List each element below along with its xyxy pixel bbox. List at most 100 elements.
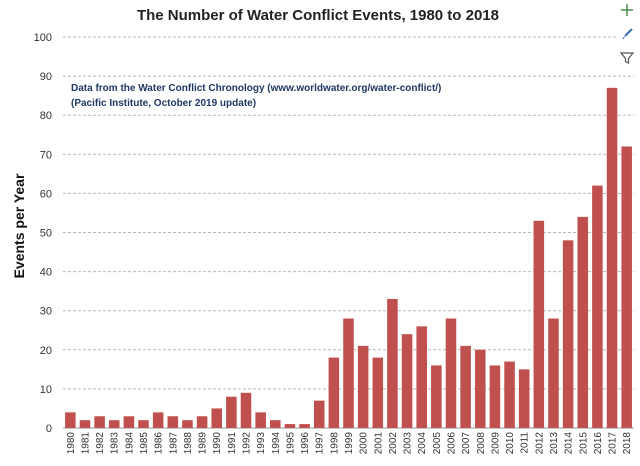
x-tick-label: 2016 — [593, 432, 604, 455]
gridlines — [63, 36, 634, 429]
x-axis-ticks: 1980 1981 1982 1983 1984 1985 1986 1987 1988 1989… — [66, 432, 633, 455]
x-tick-label: 1991 — [227, 432, 238, 455]
bar-1983[interactable] — [108, 420, 120, 428]
y-tick-label: 100 — [34, 32, 52, 44]
bar-1999[interactable] — [343, 318, 354, 428]
bar-1995[interactable] — [284, 424, 296, 428]
bar-2002[interactable] — [387, 298, 398, 428]
chart-title: The Number of Water Conflict Events, 198… — [137, 7, 499, 24]
bar-2014[interactable] — [562, 240, 574, 428]
y-axis-ticks: 0 10 20 30 40 50 60 70 80 90 100 — [34, 32, 52, 435]
x-tick-label: 2015 — [578, 432, 589, 455]
bar-1993[interactable] — [255, 412, 266, 428]
annotation-line-1: Data from the Water Conflict Chronology … — [71, 83, 441, 94]
y-tick-label: 30 — [40, 306, 52, 318]
y-tick-label: 10 — [40, 384, 52, 396]
bar-1998[interactable] — [328, 357, 340, 428]
x-tick-label: 2006 — [446, 432, 457, 455]
bar-2013[interactable] — [548, 318, 559, 428]
x-tick-label: 2007 — [461, 432, 472, 455]
x-tick-label: 2008 — [476, 432, 487, 455]
chart-filters-button[interactable] — [616, 48, 638, 68]
x-tick-label: 2013 — [549, 432, 560, 455]
bar-1991[interactable] — [226, 396, 237, 428]
bar-2007[interactable] — [460, 345, 471, 428]
x-tick-label: 1993 — [256, 432, 267, 455]
x-tick-label: 1990 — [212, 432, 223, 455]
bar-2008[interactable] — [474, 349, 486, 428]
bar-1987[interactable] — [167, 416, 179, 428]
bar-1984[interactable] — [123, 416, 135, 428]
x-tick-label: 1985 — [139, 432, 150, 455]
chart-styles-button[interactable] — [616, 24, 638, 44]
bar-1985[interactable] — [138, 420, 149, 428]
y-tick-label: 60 — [40, 188, 52, 200]
x-tick-label: 1986 — [154, 432, 165, 455]
x-tick-label: 1981 — [80, 432, 91, 455]
bar-1994[interactable] — [270, 420, 281, 428]
x-tick-label: 2000 — [359, 432, 370, 455]
add-element-icon — [621, 4, 633, 16]
x-tick-label: 2009 — [490, 432, 501, 455]
bar-1981[interactable] — [79, 420, 91, 428]
x-tick-label: 2001 — [373, 432, 384, 455]
bar-1988[interactable] — [182, 420, 193, 428]
bar-1989[interactable] — [196, 416, 208, 428]
x-tick-label: 2004 — [417, 432, 428, 455]
bar-2004[interactable] — [416, 326, 427, 428]
chart-elements-button[interactable] — [616, 0, 638, 20]
x-tick-label: 2012 — [534, 432, 545, 455]
bar-2001[interactable] — [372, 357, 384, 428]
x-tick-label: 1998 — [329, 432, 340, 455]
y-tick-label: 20 — [40, 345, 52, 357]
bar-1996[interactable] — [299, 424, 310, 428]
x-tick-label: 2014 — [564, 432, 575, 455]
y-tick-label: 80 — [40, 110, 52, 122]
x-tick-label: 1999 — [344, 432, 355, 455]
bar-2017[interactable] — [606, 87, 618, 428]
y-tick-label: 90 — [40, 71, 52, 83]
x-tick-label: 1988 — [183, 432, 194, 455]
brush-icon — [622, 28, 633, 39]
bar-1986[interactable] — [152, 412, 164, 428]
filter-icon — [619, 52, 635, 64]
bar-2006[interactable] — [445, 318, 457, 428]
bar-1980[interactable] — [65, 412, 76, 428]
annotation-line-2: (Pacific Institute, October 2019 update) — [71, 98, 256, 109]
x-tick-label: 2003 — [403, 432, 414, 455]
bar-1992[interactable] — [240, 392, 252, 428]
x-tick-label: 1987 — [168, 432, 179, 455]
x-tick-label: 1997 — [315, 432, 326, 455]
x-tick-label: 2018 — [622, 432, 633, 455]
bar-2010[interactable] — [504, 361, 515, 428]
bar-1982[interactable] — [94, 416, 105, 428]
y-axis-label: Events per Year — [11, 173, 27, 278]
bar-2012[interactable] — [533, 220, 545, 428]
bar-2009[interactable] — [489, 365, 501, 428]
bar-2016[interactable] — [592, 185, 603, 428]
x-tick-label: 1983 — [110, 432, 121, 455]
x-tick-label: 2002 — [388, 432, 399, 455]
bar-2011[interactable] — [518, 369, 530, 428]
x-tick-label: 1995 — [285, 432, 296, 455]
y-tick-label: 0 — [46, 423, 52, 435]
x-tick-label: 2010 — [505, 432, 516, 455]
x-tick-label: 2017 — [608, 432, 619, 455]
x-tick-label: 1984 — [124, 432, 135, 455]
bar-2018[interactable] — [621, 146, 632, 429]
x-tick-label: 1994 — [271, 432, 282, 455]
y-tick-label: 50 — [40, 228, 52, 240]
bar-1990[interactable] — [211, 408, 223, 428]
bar-2005[interactable] — [431, 365, 442, 428]
bar-2003[interactable] — [401, 334, 413, 428]
x-tick-label: 1996 — [300, 432, 311, 455]
x-tick-label: 2011 — [520, 432, 531, 454]
bar-2015[interactable] — [577, 216, 589, 428]
x-tick-label: 1982 — [95, 432, 106, 455]
bar-1997[interactable] — [313, 400, 325, 428]
bar-2000[interactable] — [357, 345, 369, 428]
y-tick-label: 40 — [40, 267, 52, 279]
x-tick-label: 1989 — [198, 432, 209, 455]
x-tick-label: 1980 — [66, 432, 77, 455]
